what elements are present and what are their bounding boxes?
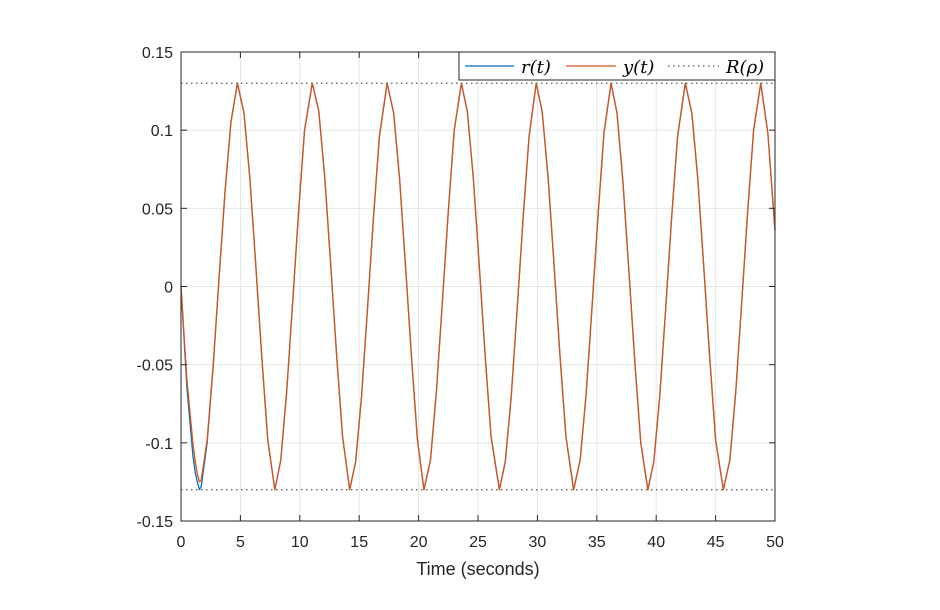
y-tick-label-4: -0.05: [137, 358, 174, 375]
tick-labels: 0 5 10 15 20 25 30 35 40 45 50 0.15 0.1 0.05 0 -0.05 -0.…: [137, 45, 784, 551]
series-line-1: [180, 82, 776, 491]
x-tick-label-3: 15: [350, 534, 368, 551]
legend-entry-y: y(t): [622, 57, 654, 78]
y-tick-label-5: -0.1: [145, 436, 173, 453]
x-axis-label: Time (seconds): [416, 559, 539, 579]
y-tick-label-0: 0.15: [142, 45, 173, 62]
reference-lines: [181, 82, 775, 491]
y-tick-label-3: 0: [164, 280, 173, 297]
x-tick-label-9: 45: [707, 534, 725, 551]
x-tick-label-8: 40: [647, 534, 665, 551]
y-tick-label-1: 0.1: [151, 123, 173, 140]
x-tick-label-0: 0: [177, 534, 186, 551]
y-tick-label-2: 0.05: [142, 201, 173, 218]
x-tick-label-1: 5: [236, 534, 245, 551]
legend-entry-reference: R(ρ): [725, 57, 764, 78]
x-tick-label-2: 10: [291, 534, 309, 551]
legend: r(t) y(t) R(ρ): [458, 51, 776, 81]
series-lines: [180, 82, 776, 491]
x-tick-label-5: 25: [469, 534, 487, 551]
x-tick-label-7: 35: [588, 534, 606, 551]
x-tick-label-6: 30: [529, 534, 547, 551]
legend-entry-r: r(t): [521, 57, 551, 78]
x-tick-label-10: 50: [766, 534, 784, 551]
x-tick-label-4: 20: [410, 534, 428, 551]
grid-lines: [180, 51, 776, 522]
y-tick-label-6: -0.15: [137, 514, 174, 531]
